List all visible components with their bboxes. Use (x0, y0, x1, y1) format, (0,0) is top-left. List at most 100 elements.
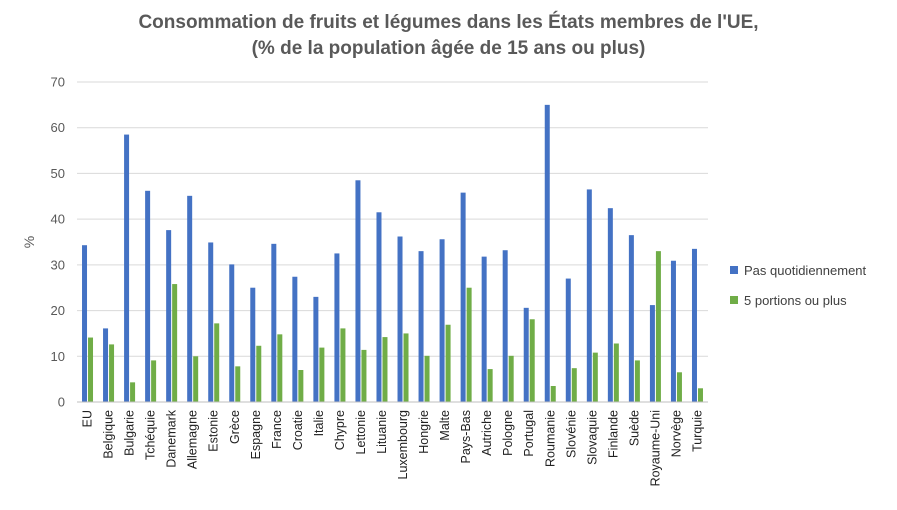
bar-pas-quotidiennement-autriche (481, 256, 487, 402)
legend-swatch-5-portions (730, 296, 738, 304)
x-category-label-royaume-uni: Royaume-Uni (648, 410, 662, 486)
bar-pas-quotidiennement-bulgarie (124, 134, 130, 402)
bar-5-portions-ou-plus-hongrie (424, 355, 430, 402)
x-category-label-lituanie: Lituanie (375, 410, 389, 454)
bar-pas-quotidiennement-malte (439, 239, 445, 402)
bar-5-portions-ou-plus-pays-bas (466, 287, 472, 402)
bar-pas-quotidiennement-estonie (208, 242, 214, 402)
x-category-label-slovaquie: Slovaquie (585, 410, 599, 465)
y-tick-label: 70 (51, 75, 65, 90)
bar-pas-quotidiennement-danemark (166, 230, 172, 402)
bar-pas-quotidiennement-slovaquie (586, 189, 592, 402)
y-tick-label: 30 (51, 257, 65, 272)
x-category-label-slovenie: Slovénie (564, 410, 578, 458)
bar-5-portions-ou-plus-norvege (676, 372, 682, 402)
bar-pas-quotidiennement-pologne (502, 250, 508, 402)
bar-5-portions-ou-plus-croatie (298, 370, 304, 402)
bar-5-portions-ou-plus-france (277, 334, 283, 402)
x-category-label-belgique: Belgique (102, 410, 116, 459)
x-category-label-danemark: Danemark (165, 409, 179, 467)
gridlines (77, 81, 708, 357)
bar-pas-quotidiennement-tchequie (145, 190, 151, 402)
bar-5-portions-ou-plus-royaume-uni (655, 251, 661, 402)
x-category-label-pays-bas: Pays-Bas (459, 410, 473, 464)
x-category-label-roumanie: Roumanie (543, 410, 557, 467)
x-category-label-croatie: Croatie (291, 410, 305, 450)
bar-5-portions-ou-plus-danemark (172, 284, 178, 402)
bar-pas-quotidiennement-croatie (292, 276, 298, 402)
bar-pas-quotidiennement-belgique (103, 328, 109, 402)
bar-5-portions-ou-plus-allemagne (193, 356, 199, 402)
x-category-label-finlande: Finlande (606, 410, 620, 458)
legend-label-5-portions: 5 portions ou plus (744, 293, 847, 308)
bar-pas-quotidiennement-allemagne (187, 195, 193, 402)
bar-pas-quotidiennement-turquie (691, 248, 697, 402)
x-category-label-espagne: Espagne (249, 410, 263, 459)
x-category-label-malte: Malte (438, 410, 452, 441)
x-category-label-allemagne: Allemagne (186, 410, 200, 469)
x-category-label-norvege: Norvège (669, 410, 683, 457)
bar-pas-quotidiennement-royaume-uni (649, 305, 655, 402)
bar-5-portions-ou-plus-bulgarie (130, 382, 136, 402)
chart-title: Consommation de fruits et légumes dans l… (0, 10, 897, 62)
bar-5-portions-ou-plus-tchequie (151, 360, 157, 402)
x-category-label-portugal: Portugal (522, 410, 536, 457)
bar-pas-quotidiennement-slovenie (565, 278, 571, 402)
x-category-label-pologne: Pologne (501, 410, 515, 456)
bar-pas-quotidiennement-luxembourg (397, 236, 403, 402)
bar-pas-quotidiennement-suede (628, 235, 634, 402)
bar-5-portions-ou-plus-lettonie (361, 349, 367, 402)
y-axis-ticks: 0 10 20 30 40 50 60 70 (51, 75, 65, 410)
bar-pas-quotidiennement-grece (229, 264, 235, 402)
x-category-label-turquie: Turquie (690, 410, 704, 452)
x-category-label-hongrie: Hongrie (417, 410, 431, 454)
bar-5-portions-ou-plus-italie (319, 347, 325, 402)
bar-pas-quotidiennement-eu (82, 245, 88, 402)
x-category-label-italie: Italie (312, 410, 326, 436)
bar-pas-quotidiennement-finlande (607, 208, 613, 402)
bars (82, 104, 703, 403)
bar-5-portions-ou-plus-belgique (109, 344, 115, 402)
bar-pas-quotidiennement-lettonie (355, 180, 361, 402)
bar-5-portions-ou-plus-estonie (214, 323, 220, 402)
bar-5-portions-ou-plus-slovenie (571, 368, 577, 402)
x-category-label-france: France (270, 410, 284, 449)
bar-5-portions-ou-plus-slovaquie (592, 352, 598, 402)
y-tick-label: 50 (51, 166, 65, 181)
bar-5-portions-ou-plus-roumanie (550, 386, 556, 402)
x-axis-categories: EU Belgique Bulgarie Tchéquie Danemark Allema… (81, 409, 705, 486)
bar-pas-quotidiennement-chypre (334, 253, 340, 402)
bar-pas-quotidiennement-norvege (670, 260, 676, 402)
y-tick-label: 0 (58, 395, 65, 410)
legend: Pas quotidiennement 5 portions ou plus (730, 263, 867, 308)
x-category-label-luxembourg: Luxembourg (396, 410, 410, 480)
x-category-label-bulgarie: Bulgarie (123, 410, 137, 456)
chart-title-line-1: Consommation de fruits et légumes dans l… (138, 12, 759, 33)
y-axis-label: % (21, 236, 37, 248)
bar-5-portions-ou-plus-suede (634, 360, 640, 402)
bar-pas-quotidiennement-lituanie (376, 212, 382, 402)
x-category-label-grece: Grèce (228, 410, 242, 444)
bar-5-portions-ou-plus-grece (235, 366, 241, 402)
x-category-label-estonie: Estonie (207, 410, 221, 452)
bar-pas-quotidiennement-italie (313, 296, 319, 402)
x-category-label-lettonie: Lettonie (354, 410, 368, 455)
chart-title-line-2: (% de la population âgée de 15 ans ou pl… (251, 38, 646, 59)
bar-5-portions-ou-plus-chypre (340, 328, 346, 402)
x-category-label-chypre: Chypre (333, 410, 347, 450)
x-category-label-tchequie: Tchéquie (144, 410, 158, 460)
bar-pas-quotidiennement-hongrie (418, 251, 424, 402)
bar-pas-quotidiennement-pays-bas (460, 192, 466, 402)
bar-5-portions-ou-plus-portugal (529, 319, 535, 402)
bar-5-portions-ou-plus-finlande (613, 343, 619, 402)
bar-5-portions-ou-plus-espagne (256, 345, 262, 402)
bar-5-portions-ou-plus-pologne (508, 355, 514, 402)
y-tick-label: 60 (51, 120, 65, 135)
y-tick-label: 20 (51, 303, 65, 318)
x-category-label-suede: Suède (627, 410, 641, 446)
bar-pas-quotidiennement-espagne (250, 287, 256, 402)
bar-pas-quotidiennement-france (271, 243, 277, 402)
y-tick-label: 40 (51, 212, 65, 227)
bar-5-portions-ou-plus-malte (445, 324, 451, 402)
